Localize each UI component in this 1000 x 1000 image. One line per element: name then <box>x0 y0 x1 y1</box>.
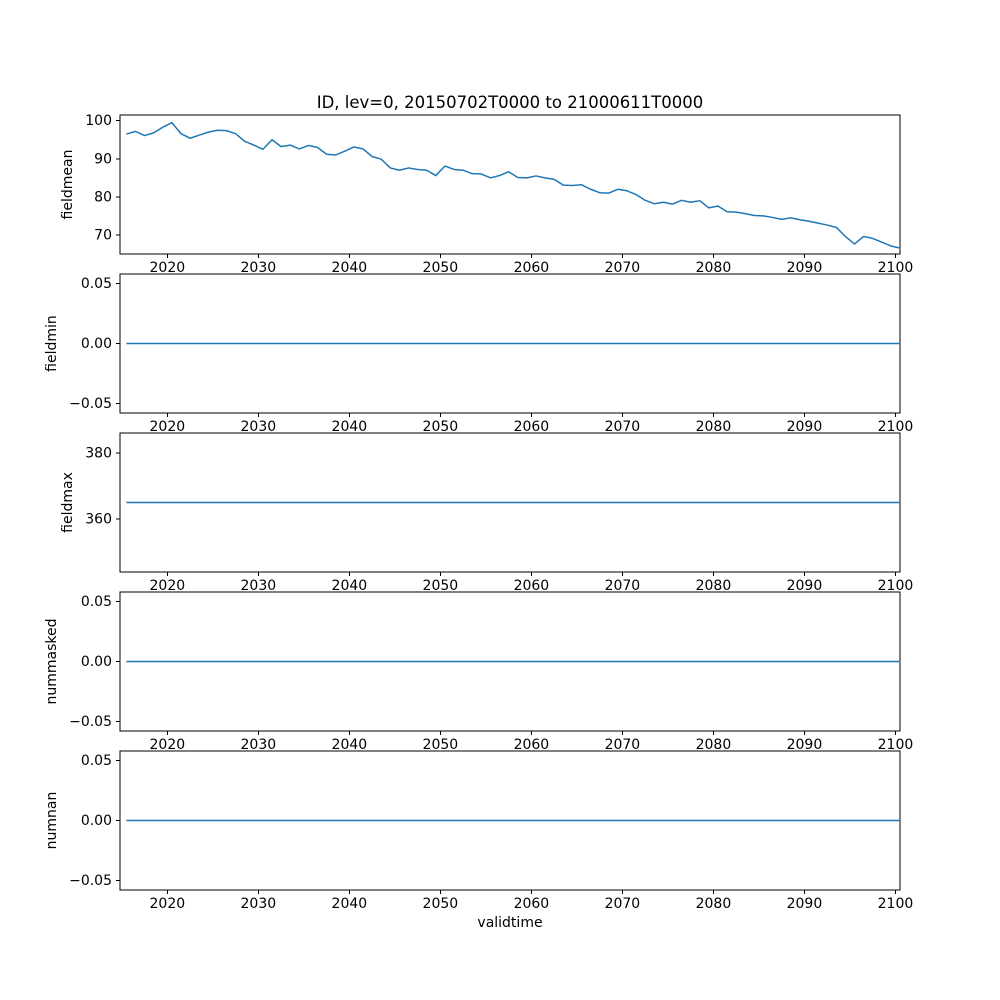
y-tick-label: 0.00 <box>81 813 112 829</box>
x-axis-label: validtime <box>477 915 543 931</box>
x-tick-label: 2080 <box>696 896 732 912</box>
x-tick-label: 2070 <box>605 260 641 276</box>
y-tick-label: 360 <box>85 512 112 528</box>
subplot-fieldmin: −0.05 0.00 0.05 2020 2030 2040 2050 2060 2070 208… <box>44 273 914 435</box>
x-tick-label: 2100 <box>878 419 914 435</box>
x-tick-label: 2020 <box>150 896 186 912</box>
y-tick-label: 0.05 <box>81 276 112 292</box>
x-tick-label: 2040 <box>332 578 368 594</box>
x-tick-label: 2050 <box>423 896 459 912</box>
x-tick-label: 2080 <box>696 419 732 435</box>
x-tick-label: 2060 <box>514 737 550 753</box>
x-tick-label: 2040 <box>332 896 368 912</box>
y-tick-label: 0.05 <box>81 594 112 610</box>
y-tick-label: 90 <box>94 151 112 167</box>
axes-frame <box>119 114 901 255</box>
y-tick-label: 100 <box>85 113 112 129</box>
y-tick-label: 380 <box>85 445 112 461</box>
x-tick-label: 2070 <box>605 578 641 594</box>
x-tick-label: 2020 <box>150 419 186 435</box>
data-line-fieldmean <box>126 121 900 249</box>
y-tick-label: −0.05 <box>69 714 112 730</box>
y-tick-label: 0.00 <box>81 654 112 670</box>
x-tick-label: 2090 <box>787 896 823 912</box>
x-tick-label: 2090 <box>787 419 823 435</box>
x-tick-label: 2070 <box>605 896 641 912</box>
x-tick-label: 2030 <box>241 737 277 753</box>
x-tick-label: 2030 <box>241 260 277 276</box>
x-tick-label: 2060 <box>514 260 550 276</box>
x-tick-label: 2050 <box>423 419 459 435</box>
y-tick-label: 0.05 <box>81 753 112 769</box>
x-tick-label: 2080 <box>696 578 732 594</box>
y-axis-title: fieldmin <box>44 315 60 372</box>
subplot-fieldmean: 70 80 90 100 2020 2030 2040 2050 2060 2070 2080 209… <box>60 113 913 276</box>
x-tick-label: 2050 <box>423 578 459 594</box>
x-tick-label: 2090 <box>787 737 823 753</box>
x-tick-label: 2050 <box>423 737 459 753</box>
x-tick-label: 2100 <box>878 896 914 912</box>
x-tick-label: 2020 <box>150 578 186 594</box>
x-tick-label: 2070 <box>605 737 641 753</box>
subplot-nummasked: −0.05 0.00 0.05 2020 2030 2040 2050 2060 2070 208… <box>44 591 914 753</box>
y-axis-title: numnan <box>44 792 60 850</box>
x-tick-label: 2070 <box>605 419 641 435</box>
x-tick-label: 2040 <box>332 419 368 435</box>
x-tick-label: 2030 <box>241 578 277 594</box>
y-axis-title: fieldmean <box>60 150 76 220</box>
x-tick-label: 2080 <box>696 737 732 753</box>
axes-frame <box>119 432 901 573</box>
subplot-fieldmax: 360 380 2020 2030 2040 2050 2060 2070 2080 2090 21… <box>60 432 914 594</box>
y-tick-label: 70 <box>94 227 112 243</box>
x-tick-label: 2030 <box>241 419 277 435</box>
x-tick-label: 2030 <box>241 896 277 912</box>
x-tick-label: 2020 <box>150 737 186 753</box>
y-tick-label: −0.05 <box>69 873 112 889</box>
x-tick-label: 2060 <box>514 419 550 435</box>
y-tick-label: 80 <box>94 189 112 205</box>
x-tick-label: 2100 <box>878 578 914 594</box>
y-tick-label: 0.00 <box>81 336 112 352</box>
x-tick-label: 2020 <box>150 260 186 276</box>
x-tick-label: 2040 <box>332 260 368 276</box>
x-tick-label: 2100 <box>878 260 914 276</box>
x-tick-label: 2050 <box>423 260 459 276</box>
subplot-numnan: −0.05 0.00 0.05 2020 2030 2040 2050 2060 2070 208… <box>44 750 914 912</box>
y-tick-label: −0.05 <box>69 396 112 412</box>
x-tick-label: 2060 <box>514 896 550 912</box>
y-axis-title: fieldmax <box>60 472 76 533</box>
x-tick-label: 2090 <box>787 578 823 594</box>
x-tick-label: 2080 <box>696 260 732 276</box>
chart-title: ID, lev=0, 20150702T0000 to 21000611T000… <box>316 93 704 112</box>
y-axis-title: nummasked <box>44 618 60 704</box>
x-tick-label: 2090 <box>787 260 823 276</box>
x-tick-label: 2100 <box>878 737 914 753</box>
x-tick-label: 2040 <box>332 737 368 753</box>
x-tick-label: 2060 <box>514 578 550 594</box>
